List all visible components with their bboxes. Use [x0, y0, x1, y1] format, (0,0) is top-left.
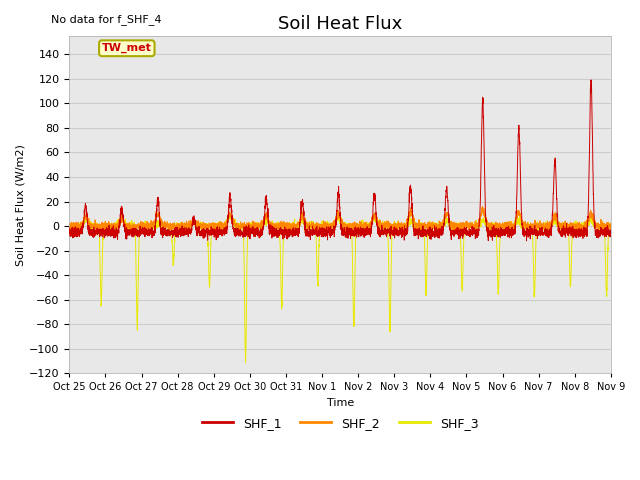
Y-axis label: Soil Heat Flux (W/m2): Soil Heat Flux (W/m2) [15, 144, 25, 265]
Text: TW_met: TW_met [102, 43, 152, 53]
Legend: SHF_1, SHF_2, SHF_3: SHF_1, SHF_2, SHF_3 [196, 411, 484, 434]
Text: No data for f_SHF_4: No data for f_SHF_4 [51, 14, 162, 25]
Title: Soil Heat Flux: Soil Heat Flux [278, 15, 403, 33]
X-axis label: Time: Time [326, 398, 354, 408]
